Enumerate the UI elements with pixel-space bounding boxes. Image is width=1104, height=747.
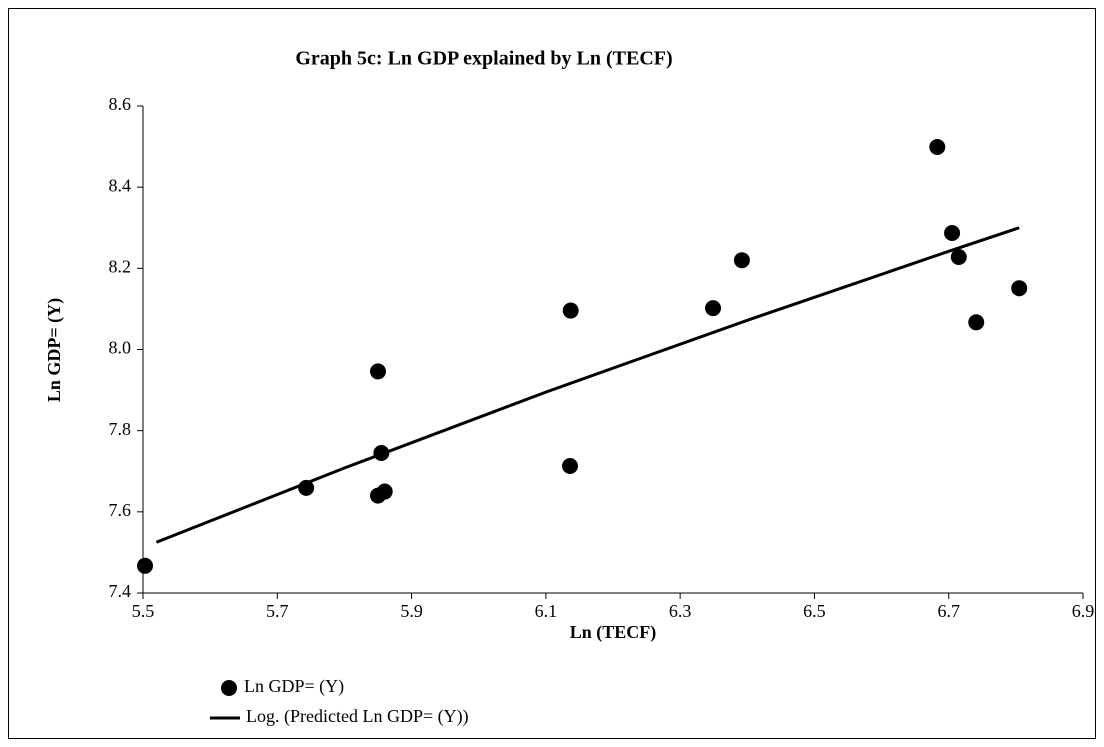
legend-marker <box>221 680 237 696</box>
y-tick-label: 8.0 <box>109 338 132 358</box>
data-point <box>944 225 961 242</box>
data-point <box>137 557 154 574</box>
x-tick-label: 5.5 <box>132 601 155 621</box>
data-point <box>968 314 985 331</box>
data-point <box>370 363 386 380</box>
x-tick-label: 6.5 <box>803 601 826 621</box>
y-tick-label: 8.6 <box>109 94 132 114</box>
data-point <box>1011 280 1028 297</box>
x-tick-label: 6.7 <box>937 601 960 621</box>
x-axis-label: Ln (TECF) <box>570 622 657 643</box>
x-tick-label: 6.1 <box>535 601 558 621</box>
y-tick-label: 7.4 <box>109 581 132 601</box>
chart-border <box>8 8 1096 739</box>
legend-label: Ln GDP= (Y) <box>244 676 344 697</box>
data-point <box>705 300 722 317</box>
data-point <box>950 248 967 265</box>
y-tick-label: 8.4 <box>109 175 132 195</box>
legend-label: Log. (Predicted Ln GDP= (Y)) <box>246 706 469 727</box>
x-tick-label: 6.3 <box>669 601 692 621</box>
data-point <box>929 138 946 155</box>
x-tick-label: 5.9 <box>400 601 423 621</box>
x-tick-label: 6.9 <box>1072 601 1095 621</box>
data-point <box>562 457 579 474</box>
trend-line <box>155 226 1020 544</box>
y-tick-label: 7.8 <box>109 419 132 439</box>
data-point <box>562 302 579 319</box>
data-point <box>733 252 750 269</box>
y-tick-label: 8.2 <box>109 256 132 276</box>
data-point <box>376 483 393 500</box>
y-axis-label: Ln GDP= (Y) <box>44 298 65 402</box>
y-tick-label: 7.6 <box>109 500 132 520</box>
chart-title: Graph 5c: Ln GDP explained by Ln (TECF) <box>295 48 672 70</box>
x-tick-label: 5.7 <box>266 601 289 621</box>
